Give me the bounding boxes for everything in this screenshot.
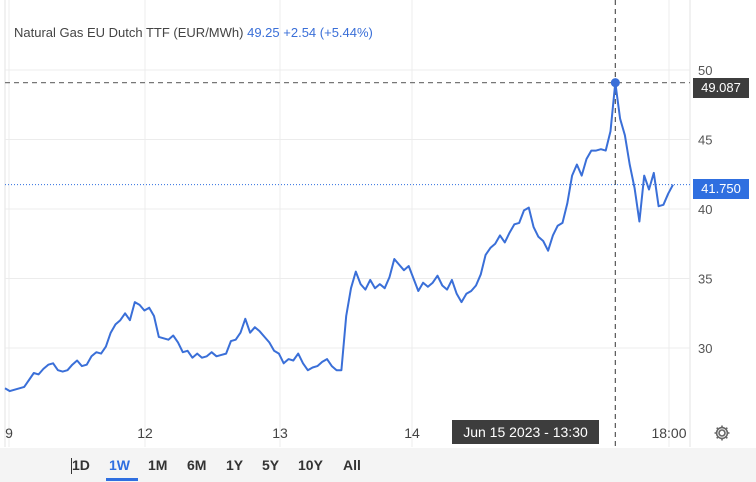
x-tick-label: 9 bbox=[5, 425, 13, 441]
crosshair-price-tag: 49.087 bbox=[693, 78, 749, 98]
x-tick-label: 18:00 bbox=[651, 425, 686, 441]
text-cursor bbox=[71, 458, 72, 474]
active-timeframe-indicator bbox=[106, 478, 138, 481]
timeframe-1w[interactable]: 1W bbox=[109, 457, 130, 473]
crosshair-time-label: Jun 15 2023 - 13:30 bbox=[452, 420, 599, 444]
x-tick-label: 14 bbox=[404, 425, 420, 441]
x-tick-label: 13 bbox=[272, 425, 288, 441]
x-tick-label: 12 bbox=[137, 425, 153, 441]
timeframe-1d[interactable]: 1D bbox=[72, 457, 90, 473]
y-tick-label: 45 bbox=[698, 133, 712, 148]
price-change: +2.54 (+5.44%) bbox=[283, 25, 373, 40]
timeframe-5y[interactable]: 5Y bbox=[262, 457, 280, 473]
timeframe-all[interactable]: All bbox=[343, 457, 361, 473]
timeframe-toolbar: 1D 1W 1M 6M 1Y 5Y 10Y All bbox=[0, 448, 756, 482]
timeframe-6m[interactable]: 6M bbox=[187, 457, 207, 473]
crosshair-point bbox=[610, 78, 620, 88]
timeframe-1m[interactable]: 1M bbox=[148, 457, 168, 473]
timeframe-10y[interactable]: 10Y bbox=[298, 457, 323, 473]
price-chart[interactable]: 30 35 40 45 50 9 12 13 14 18:00 bbox=[0, 0, 756, 448]
y-tick-label: 30 bbox=[698, 341, 712, 356]
gear-icon[interactable] bbox=[712, 423, 732, 443]
last-price-tag: 41.750 bbox=[693, 179, 749, 199]
instrument-name: Natural Gas EU Dutch TTF (EUR/MWh) bbox=[14, 25, 244, 40]
price-series-line bbox=[4, 81, 674, 393]
last-price: 49.25 bbox=[247, 25, 280, 40]
timeframe-1y[interactable]: 1Y bbox=[226, 457, 244, 473]
y-tick-label: 40 bbox=[698, 202, 712, 217]
y-tick-label: 50 bbox=[698, 63, 712, 78]
y-tick-label: 35 bbox=[698, 272, 712, 287]
chart-header: Natural Gas EU Dutch TTF (EUR/MWh) 49.25… bbox=[14, 25, 373, 40]
